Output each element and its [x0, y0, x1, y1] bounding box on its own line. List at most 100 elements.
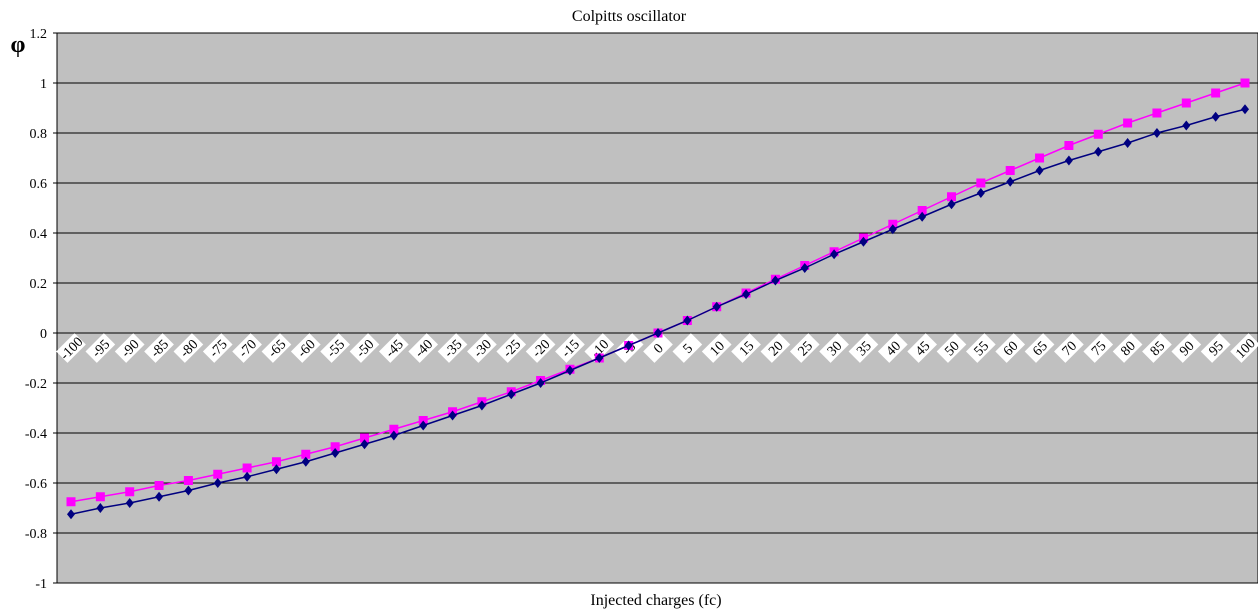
x-tick-label-bg [907, 333, 937, 363]
data-point [947, 199, 956, 210]
x-tick-label-bg [584, 333, 615, 363]
x-tick-label-group: 50 [936, 333, 967, 363]
x-tick-label-bg [173, 333, 204, 363]
data-point [360, 439, 369, 450]
chart-title: Colpitts oscillator [572, 8, 687, 25]
x-tick-label-bg [819, 333, 849, 363]
data-point [272, 464, 281, 475]
data-point [301, 449, 311, 459]
data-point [183, 476, 193, 485]
x-tick-label-group: 85 [1142, 333, 1172, 363]
x-tick-label-group: 35 [848, 333, 879, 363]
y-tick-label: 0.2 [30, 277, 48, 292]
y-tick-label: 0.4 [30, 227, 48, 242]
y-tick-label: 1 [40, 77, 47, 92]
x-tick-label-bg [643, 333, 673, 363]
data-point [389, 424, 399, 434]
x-tick-label-group: 65 [1024, 333, 1055, 363]
y-tick-label: 0.8 [30, 127, 48, 142]
x-tick-label-bg [320, 333, 350, 363]
data-point [331, 448, 340, 458]
series-diamond [67, 104, 1249, 520]
x-tick-label-bg [789, 333, 820, 363]
x-tick-label-bg [261, 333, 292, 363]
x-tick-label-bg [290, 333, 321, 363]
data-point [1152, 108, 1162, 118]
x-tick-label-bg [672, 333, 703, 363]
x-tick-label-group: 70 [1054, 333, 1084, 363]
x-tick-label-group: 10 [701, 333, 732, 363]
x-tick-label-group: 0 [643, 333, 673, 363]
data-point [96, 503, 105, 513]
data-point [1035, 165, 1044, 176]
y-axis-label: φ [11, 32, 26, 58]
y-tick-label: 0 [40, 327, 47, 342]
data-point [243, 471, 252, 482]
data-point [154, 481, 164, 490]
x-tick-label-bg [1083, 333, 1114, 363]
x-tick-label-bg [437, 333, 468, 363]
plot-area [56, 32, 1258, 584]
x-tick-label-bg [701, 333, 732, 363]
x-tick-label-bg [1200, 333, 1231, 363]
data-point [947, 192, 956, 202]
x-tick-label-bg [1024, 333, 1055, 363]
data-point [1152, 128, 1161, 138]
data-point [918, 211, 927, 222]
data-point [242, 463, 252, 473]
x-tick-label-group: 60 [995, 333, 1026, 363]
data-point [859, 236, 868, 247]
data-point [125, 498, 134, 508]
data-point [271, 457, 281, 467]
data-point [683, 315, 692, 326]
data-point [389, 430, 398, 441]
x-tick-label-bg [936, 333, 967, 363]
x-tick-label-bg [496, 333, 527, 363]
y-tick-label: 1.2 [30, 27, 48, 42]
y-tick-label: -0.4 [25, 427, 47, 442]
x-tick-label-bg [144, 333, 174, 363]
data-point [742, 289, 751, 300]
x-axis-ticks: -100 -95 -90 -85 -80 -75 -70 -65 -60 -55 -50 -45 -40… [56, 333, 1258, 363]
data-point [1211, 88, 1221, 98]
x-tick-label-bg [1230, 333, 1258, 363]
data-point [330, 442, 340, 452]
x-tick-label-bg [114, 333, 145, 363]
x-axis-label: Injected charges (fc) [590, 592, 721, 609]
data-point [1123, 118, 1133, 128]
data-point [213, 478, 222, 488]
y-tick-label: 0.6 [30, 177, 48, 192]
data-point [1035, 153, 1045, 163]
data-point [800, 263, 809, 273]
x-tick-label-group: 95 [1200, 333, 1231, 363]
x-tick-label-bg [349, 333, 380, 363]
data-point [66, 497, 76, 507]
data-point [771, 275, 780, 286]
x-tick-label-group: 30 [819, 333, 849, 363]
y-tick-label: -1 [35, 577, 47, 592]
data-point [1006, 176, 1015, 187]
x-tick-label-bg [848, 333, 879, 363]
data-point [1064, 155, 1073, 166]
x-tick-label-group: 75 [1083, 333, 1114, 363]
data-point [536, 378, 545, 388]
x-tick-label-group: 55 [966, 333, 996, 363]
data-point [1093, 129, 1103, 139]
x-tick-label-bg [85, 333, 116, 363]
x-tick-label-bg [56, 333, 86, 363]
x-tick-label-bg [555, 333, 585, 363]
data-point [888, 224, 897, 235]
data-point [1240, 78, 1250, 88]
data-point [419, 420, 428, 431]
data-point [565, 365, 574, 376]
x-tick-label-bg [995, 333, 1026, 363]
x-tick-label-bg [966, 333, 996, 363]
x-tick-label-bg [1054, 333, 1084, 363]
data-point [477, 400, 486, 411]
x-tick-label-group: 40 [877, 333, 908, 363]
data-point [654, 328, 662, 338]
data-point [1241, 104, 1249, 115]
data-point [184, 485, 193, 496]
